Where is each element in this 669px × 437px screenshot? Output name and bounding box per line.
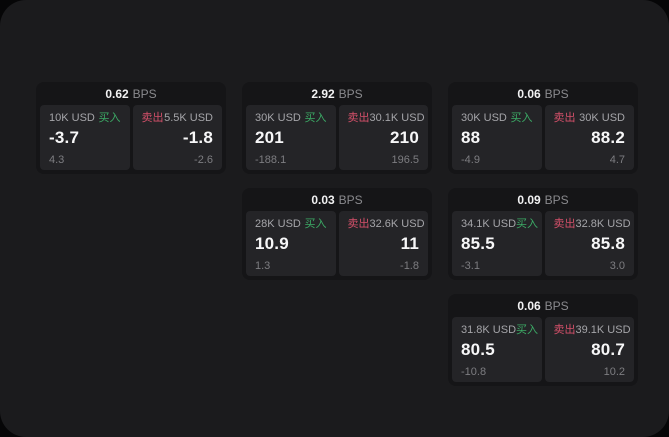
buy-panel[interactable]: 30K USD 买入 88 -4.9 (452, 105, 542, 170)
sell-price: 80.7 (591, 340, 625, 359)
buy-side-label: 买入 (516, 218, 539, 230)
sell-panel[interactable]: 卖出 32.6K USD 11 -1.8 (338, 211, 428, 276)
buy-side-label: 买入 (98, 112, 121, 124)
buy-panel[interactable]: 28K USD 买入 10.9 1.3 (246, 211, 336, 276)
sell-price: 88.2 (591, 128, 625, 147)
bps-header: 0.03 BPS (246, 188, 428, 211)
quote-panels: 30K USD 买入 88 -4.9 卖出 30K USD 88.2 4.7 (452, 105, 634, 170)
bps-unit-label: BPS (544, 86, 569, 101)
buy-price: 10.9 (255, 234, 289, 253)
bps-unit-label: BPS (544, 298, 569, 313)
sell-amount: 32.6K USD (369, 218, 425, 230)
sell-amount: 30.1K USD (369, 112, 425, 124)
buy-amount: 30K USD (255, 112, 301, 124)
quote-panels: 10K USD 买入 -3.7 4.3 卖出 5.5K USD -1.8 -2.… (40, 105, 222, 170)
sell-delta: 3.0 (609, 260, 625, 272)
buy-price: -3.7 (49, 128, 80, 147)
bps-header: 0.09 BPS (452, 188, 634, 211)
bps-value: 0.62 (105, 86, 129, 101)
bps-value: 0.03 (311, 192, 335, 207)
quote-card-1: 0.62 BPS 10K USD 买入 -3.7 4.3 卖出 5.5K USD… (36, 82, 226, 174)
sell-side-label: 卖出 (553, 112, 576, 124)
buy-price: 88 (461, 128, 481, 147)
quote-card-2: 2.92 BPS 30K USD 买入 201 -188.1 卖出 30.1K … (242, 82, 432, 174)
buy-side-label: 买入 (516, 324, 539, 336)
buy-amount: 30K USD (461, 112, 507, 124)
buy-delta: -188.1 (255, 154, 287, 166)
sell-price: 210 (390, 128, 419, 147)
buy-amount: 28K USD (255, 218, 301, 230)
bps-value: 2.92 (311, 86, 335, 101)
buy-amount: 34.1K USD (461, 218, 517, 230)
buy-price: 85.5 (461, 234, 495, 253)
bps-header: 0.62 BPS (40, 82, 222, 105)
bps-unit-label: BPS (338, 86, 363, 101)
sell-panel[interactable]: 卖出 32.8K USD 85.8 3.0 (544, 211, 634, 276)
bps-value: 0.06 (517, 86, 541, 101)
buy-side-label: 买入 (304, 112, 327, 124)
sell-amount: 32.8K USD (575, 218, 631, 230)
quote-panels: 30K USD 买入 201 -188.1 卖出 30.1K USD 210 1… (246, 105, 428, 170)
sell-amount: 30K USD (579, 112, 625, 124)
buy-price: 80.5 (461, 340, 495, 359)
buy-delta: -3.1 (461, 260, 480, 272)
buy-delta: -4.9 (461, 154, 480, 166)
buy-amount: 31.8K USD (461, 324, 517, 336)
bps-header: 0.06 BPS (452, 294, 634, 317)
quote-card-6: 0.06 BPS 31.8K USD 买入 80.5 -10.8 卖出 39.1… (448, 294, 638, 386)
buy-delta: 4.3 (49, 154, 65, 166)
quote-panels: 34.1K USD 买入 85.5 -3.1 卖出 32.8K USD 85.8… (452, 211, 634, 276)
sell-side-label: 卖出 (347, 218, 370, 230)
buy-panel[interactable]: 10K USD 买入 -3.7 4.3 (40, 105, 130, 170)
buy-delta: -10.8 (461, 366, 487, 378)
sell-delta: 10.2 (603, 366, 625, 378)
buy-price: 201 (255, 128, 284, 147)
buy-side-label: 买入 (304, 218, 327, 230)
buy-panel[interactable]: 34.1K USD 买入 85.5 -3.1 (452, 211, 542, 276)
sell-side-label: 卖出 (553, 218, 576, 230)
quote-card-3: 0.06 BPS 30K USD 买入 88 -4.9 卖出 30K USD 8… (448, 82, 638, 174)
bps-header: 0.06 BPS (452, 82, 634, 105)
quote-panels: 28K USD 买入 10.9 1.3 卖出 32.6K USD 11 -1.8 (246, 211, 428, 276)
buy-delta: 1.3 (255, 260, 271, 272)
sell-price: 85.8 (591, 234, 625, 253)
bps-unit-label: BPS (338, 192, 363, 207)
sell-amount: 5.5K USD (164, 112, 213, 124)
sell-side-label: 卖出 (141, 112, 164, 124)
quote-card-4: 0.03 BPS 28K USD 买入 10.9 1.3 卖出 32.6K US… (242, 188, 432, 280)
bps-value: 0.06 (517, 298, 541, 313)
quote-panels: 31.8K USD 买入 80.5 -10.8 卖出 39.1K USD 80.… (452, 317, 634, 382)
sell-side-label: 卖出 (347, 112, 370, 124)
bps-unit-label: BPS (544, 192, 569, 207)
buy-side-label: 买入 (510, 112, 533, 124)
buy-panel[interactable]: 30K USD 买入 201 -188.1 (246, 105, 336, 170)
sell-delta: 4.7 (609, 154, 625, 166)
sell-panel[interactable]: 卖出 5.5K USD -1.8 -2.6 (132, 105, 222, 170)
sell-price: 11 (400, 234, 419, 253)
buy-panel[interactable]: 31.8K USD 买入 80.5 -10.8 (452, 317, 542, 382)
bps-unit-label: BPS (132, 86, 157, 101)
quote-card-5: 0.09 BPS 34.1K USD 买入 85.5 -3.1 卖出 32.8K… (448, 188, 638, 280)
sell-delta: 196.5 (391, 154, 419, 166)
sell-amount: 39.1K USD (575, 324, 631, 336)
buy-amount: 10K USD (49, 112, 95, 124)
sell-side-label: 卖出 (553, 324, 576, 336)
bps-header: 2.92 BPS (246, 82, 428, 105)
sell-panel[interactable]: 卖出 30.1K USD 210 196.5 (338, 105, 428, 170)
sell-panel[interactable]: 卖出 30K USD 88.2 4.7 (544, 105, 634, 170)
sell-delta: -1.8 (400, 260, 419, 272)
bps-value: 0.09 (517, 192, 541, 207)
sell-price: -1.8 (182, 128, 213, 147)
sell-delta: -2.6 (194, 154, 213, 166)
sell-panel[interactable]: 卖出 39.1K USD 80.7 10.2 (544, 317, 634, 382)
